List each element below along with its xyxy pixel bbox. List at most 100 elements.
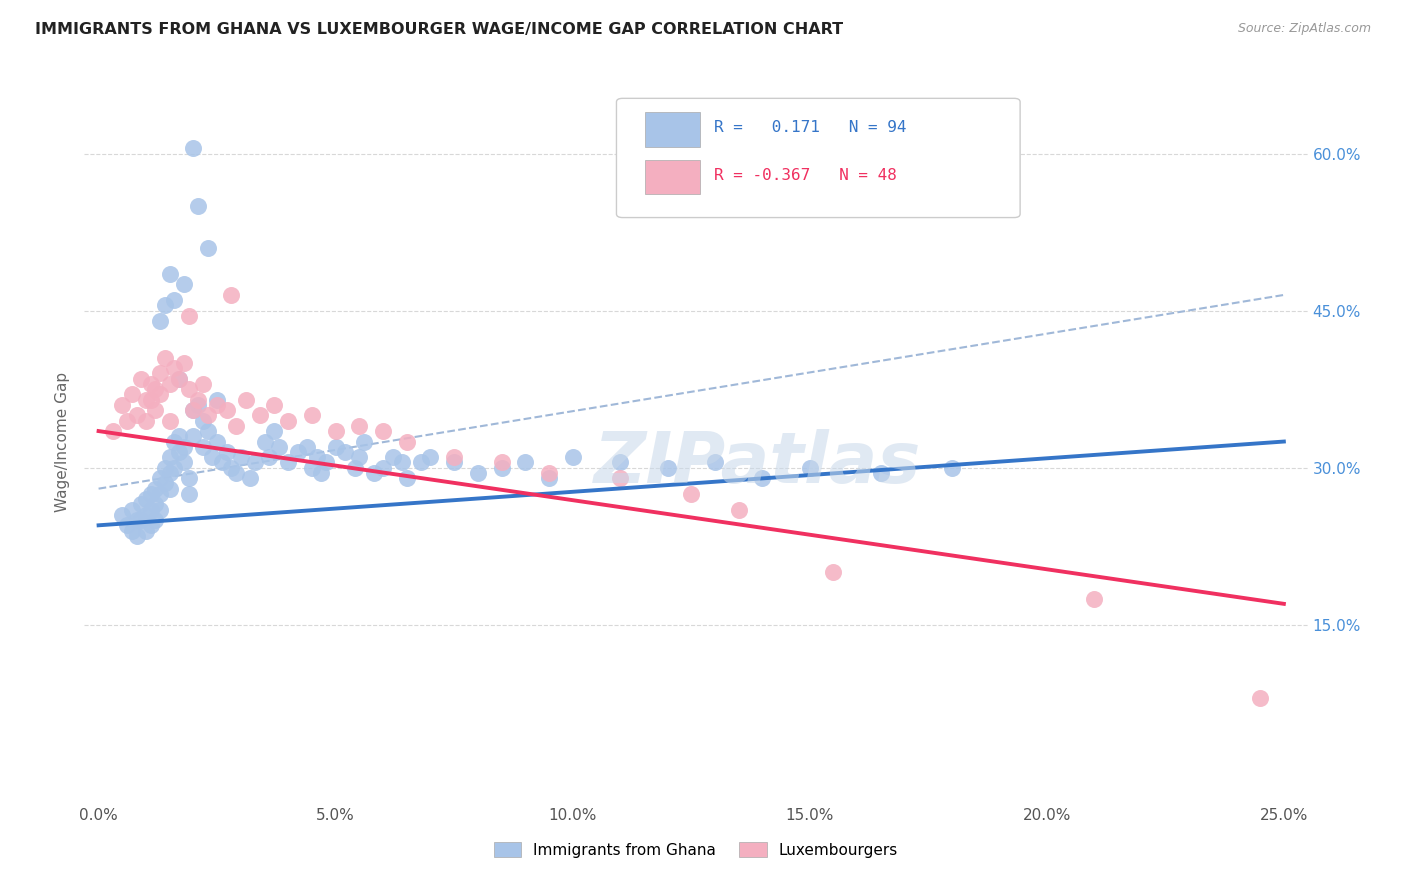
Point xyxy=(139,502,162,516)
Point xyxy=(349,418,371,433)
Point xyxy=(145,497,167,511)
Point xyxy=(1249,691,1271,706)
Point xyxy=(125,409,148,423)
Point xyxy=(153,351,176,365)
Point xyxy=(395,434,418,449)
Point xyxy=(215,445,238,459)
Point xyxy=(609,455,631,469)
Point xyxy=(177,471,200,485)
Point xyxy=(153,460,176,475)
Point xyxy=(239,471,262,485)
Point xyxy=(197,241,219,255)
Point xyxy=(243,455,266,469)
Point xyxy=(153,476,176,491)
Point xyxy=(823,566,845,580)
Point xyxy=(353,434,375,449)
Point xyxy=(259,450,281,465)
Point xyxy=(205,434,228,449)
Point xyxy=(187,392,209,407)
Point xyxy=(173,356,195,370)
Point xyxy=(225,466,247,480)
Point xyxy=(267,440,290,454)
Point xyxy=(1083,591,1105,606)
Point xyxy=(145,382,167,396)
Point xyxy=(135,414,157,428)
Point xyxy=(159,267,181,281)
Point xyxy=(211,455,233,469)
Point xyxy=(443,455,465,469)
Point xyxy=(173,455,195,469)
Point xyxy=(225,418,247,433)
Point xyxy=(609,471,631,485)
Point xyxy=(657,460,679,475)
Point xyxy=(197,409,219,423)
Point xyxy=(115,414,138,428)
Point xyxy=(537,466,560,480)
Point xyxy=(159,466,181,480)
Point xyxy=(183,403,205,417)
Point xyxy=(491,455,513,469)
Point xyxy=(183,141,205,155)
Point xyxy=(183,429,205,443)
Point xyxy=(561,450,583,465)
Text: Source: ZipAtlas.com: Source: ZipAtlas.com xyxy=(1237,22,1371,36)
Point xyxy=(325,440,347,454)
Point xyxy=(111,398,134,412)
Point xyxy=(287,445,309,459)
Point xyxy=(149,471,172,485)
Point xyxy=(167,372,190,386)
Point xyxy=(101,424,124,438)
Point xyxy=(149,502,172,516)
Point xyxy=(277,414,299,428)
Bar xyxy=(644,160,700,194)
Point xyxy=(121,387,143,401)
Point xyxy=(167,372,190,386)
Point xyxy=(173,440,195,454)
Point xyxy=(467,466,489,480)
Point xyxy=(371,460,394,475)
Point xyxy=(371,424,394,438)
Point xyxy=(277,455,299,469)
Point xyxy=(139,487,162,501)
Point xyxy=(301,409,323,423)
Point xyxy=(129,513,152,527)
Point xyxy=(167,445,190,459)
Point xyxy=(363,466,385,480)
Point xyxy=(125,513,148,527)
Point xyxy=(325,424,347,438)
Point xyxy=(177,487,200,501)
Point xyxy=(253,434,276,449)
Point xyxy=(139,376,162,391)
Point xyxy=(139,518,162,533)
Point xyxy=(135,392,157,407)
Point xyxy=(139,392,162,407)
Point xyxy=(191,376,214,391)
Point xyxy=(419,450,441,465)
Point xyxy=(197,424,219,438)
Point xyxy=(163,293,186,308)
Point xyxy=(129,497,152,511)
Point xyxy=(187,398,209,412)
Point xyxy=(159,450,181,465)
Point xyxy=(221,288,243,302)
Point xyxy=(799,460,821,475)
Point xyxy=(249,409,271,423)
Point xyxy=(163,434,186,449)
Point xyxy=(515,455,537,469)
Point xyxy=(395,471,418,485)
Point xyxy=(135,492,157,507)
Text: ZIPatlas: ZIPatlas xyxy=(593,429,921,498)
Y-axis label: Wage/Income Gap: Wage/Income Gap xyxy=(55,371,70,512)
Point xyxy=(205,398,228,412)
Point xyxy=(229,450,252,465)
Point xyxy=(315,455,337,469)
Point xyxy=(205,392,228,407)
Point xyxy=(235,392,257,407)
Text: R = -0.367   N = 48: R = -0.367 N = 48 xyxy=(714,169,897,183)
Point xyxy=(177,309,200,323)
Point xyxy=(177,382,200,396)
FancyBboxPatch shape xyxy=(616,98,1021,218)
Point xyxy=(343,460,366,475)
Point xyxy=(149,487,172,501)
Point xyxy=(491,460,513,475)
